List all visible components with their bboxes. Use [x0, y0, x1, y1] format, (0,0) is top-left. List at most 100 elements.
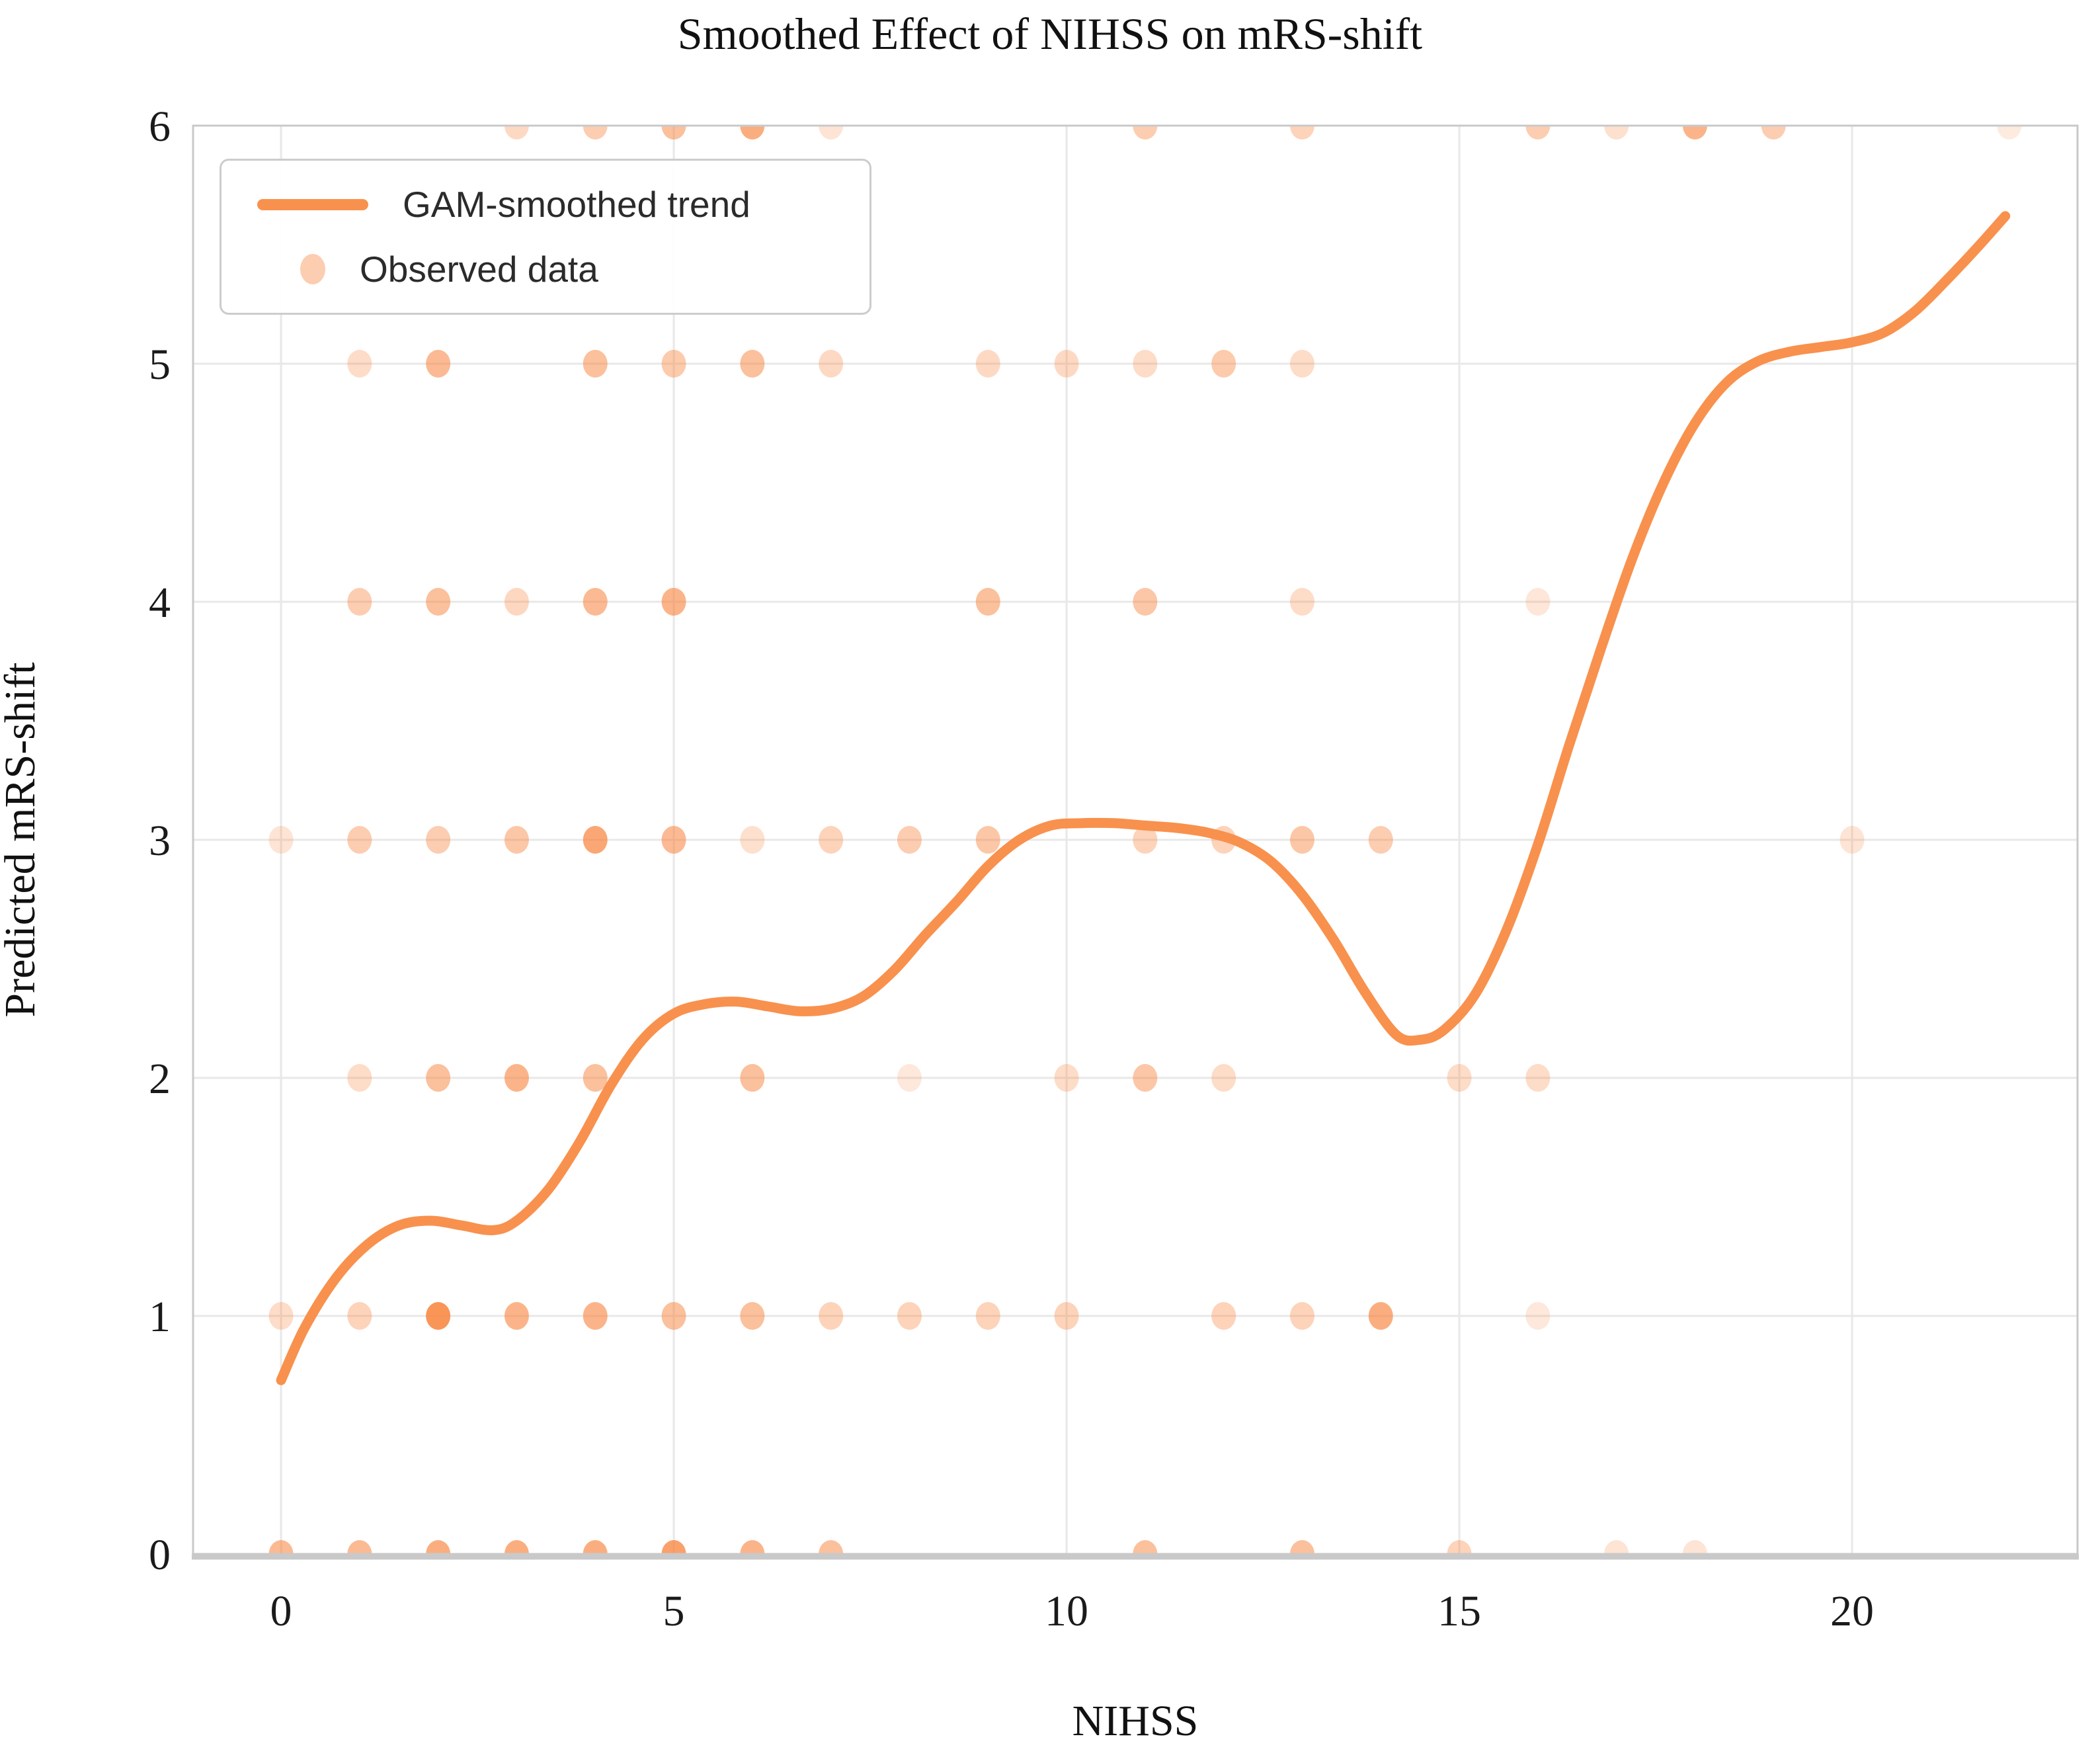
observed-dot [1525, 1302, 1551, 1330]
observed-dot [661, 1302, 686, 1330]
observed-dot [661, 350, 686, 378]
observed-dot [1133, 588, 1158, 616]
observed-dot [268, 826, 294, 854]
spine-layer [192, 124, 2079, 1560]
observed-dot [1368, 1302, 1393, 1330]
observed-dot [1211, 1064, 1236, 1092]
observed-dot [583, 588, 608, 616]
observed-dot [740, 1064, 765, 1092]
observed-dot [426, 1540, 451, 1554]
observed-dot [1211, 350, 1236, 378]
observed-dot [426, 826, 451, 854]
observed-dot [347, 350, 372, 378]
observed-dot [1289, 826, 1314, 854]
observed-dot [504, 126, 529, 140]
observed-dot [1839, 826, 1865, 854]
scatter-layer [268, 126, 2022, 1554]
observed-dot [583, 826, 608, 854]
observed-dot [897, 826, 922, 854]
observed-dot [740, 826, 765, 854]
legend-box: GAM-smoothed trend Observed data [220, 159, 871, 315]
y-tick-label: 0 [149, 1531, 171, 1579]
x-axis-title: NIHSS [1072, 1697, 1199, 1745]
trend-line-swatch [257, 198, 368, 210]
observed-dot [897, 1302, 922, 1330]
x-tick-labels: 0 5 10 15 20 [270, 1587, 1874, 1635]
observed-dot [740, 350, 765, 378]
observed-dot [583, 126, 608, 140]
observed-dot [347, 826, 372, 854]
y-tick-label: 1 [149, 1293, 171, 1341]
observed-dot [819, 1540, 844, 1554]
observed-dot [1054, 350, 1079, 378]
observed-dot [347, 588, 372, 616]
observed-dot [975, 1302, 1000, 1330]
observed-dot [975, 350, 1000, 378]
observed-dot [897, 1064, 922, 1092]
observed-dot [1447, 1064, 1472, 1092]
observed-dot [819, 350, 844, 378]
observed-dot [426, 1302, 451, 1330]
y-tick-label: 2 [149, 1055, 171, 1103]
observed-dot [583, 1302, 608, 1330]
observed-dot [347, 1540, 372, 1554]
observed-dot [1054, 1064, 1079, 1092]
observed-dot [1133, 826, 1158, 854]
observed-dot [1604, 1540, 1629, 1554]
observed-dot [1368, 826, 1393, 854]
observed-dot [975, 826, 1000, 854]
observed-dot [1604, 126, 1629, 140]
observed-dot [1289, 350, 1314, 378]
chart-title: Smoothed Effect of NIHSS on mRS-shift [678, 9, 1422, 59]
legend-entry-trend: GAM-smoothed trend [241, 183, 850, 225]
observed-dot [426, 588, 451, 616]
observed-dot [1289, 588, 1314, 616]
observed-dot [1054, 1302, 1079, 1330]
observed-dot [819, 826, 844, 854]
y-axis-title: Predicted mRS-shift [0, 662, 44, 1017]
observed-dot [661, 588, 686, 616]
x-tick-label: 20 [1830, 1587, 1874, 1635]
x-tick-label: 5 [663, 1587, 685, 1635]
observed-dot [661, 126, 686, 140]
observed-dot [1133, 1064, 1158, 1092]
observed-dot [504, 588, 529, 616]
x-tick-label: 15 [1437, 1587, 1481, 1635]
legend-entry-observed: Observed data [241, 248, 850, 290]
observed-dot [426, 350, 451, 378]
observed-dot [583, 1540, 608, 1554]
observed-dot [426, 1064, 451, 1092]
observed-dot [1211, 1302, 1236, 1330]
y-tick-label: 6 [149, 102, 171, 151]
observed-dot [504, 1064, 529, 1092]
observed-dot [1997, 126, 2022, 140]
observed-dot [740, 1540, 765, 1554]
observed-dot [1525, 1064, 1551, 1092]
observed-dot [1289, 126, 1314, 140]
observed-dot [1761, 126, 1786, 140]
legend-label-trend: GAM-smoothed trend [403, 184, 750, 225]
y-tick-label: 3 [149, 817, 171, 865]
observed-dot [1682, 126, 1707, 140]
observed-dot [1682, 1540, 1707, 1554]
observed-dot [661, 826, 686, 854]
y-tick-label: 5 [149, 341, 171, 389]
observed-dot [1133, 1540, 1158, 1554]
observed-dot [504, 1540, 529, 1554]
y-tick-labels: 0 1 2 3 4 5 6 [149, 102, 171, 1579]
observed-dot [268, 1540, 294, 1554]
trend-line [276, 211, 2011, 1385]
observed-dot [583, 350, 608, 378]
x-tick-label: 10 [1045, 1587, 1088, 1635]
observed-dot [1289, 1302, 1314, 1330]
observed-dot [347, 1302, 372, 1330]
x-tick-label: 0 [270, 1587, 292, 1635]
observed-dot [1133, 126, 1158, 140]
observed-dot [347, 1064, 372, 1092]
observed-dot [1289, 1540, 1314, 1554]
observed-dot [975, 588, 1000, 616]
observed-dot [661, 1540, 686, 1554]
observed-dot-swatch [300, 254, 325, 284]
